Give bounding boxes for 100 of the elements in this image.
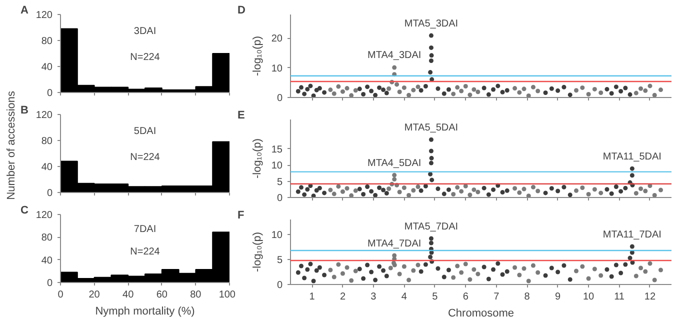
point — [296, 89, 300, 94]
point — [476, 90, 480, 94]
point — [406, 278, 412, 282]
point — [357, 86, 362, 92]
point — [446, 187, 451, 192]
point — [658, 88, 663, 92]
point — [436, 186, 440, 191]
point — [643, 269, 648, 274]
x-tick-label: 10 — [582, 292, 595, 302]
point — [526, 194, 531, 198]
point — [336, 184, 341, 189]
point — [423, 262, 428, 267]
y-tick-label: 5 — [276, 255, 283, 266]
point — [381, 88, 386, 92]
point — [442, 192, 446, 196]
point — [302, 192, 307, 197]
point — [618, 89, 624, 94]
point — [630, 173, 634, 178]
point — [344, 186, 350, 191]
point — [365, 84, 370, 90]
point — [522, 86, 526, 92]
point — [428, 148, 434, 154]
point — [317, 186, 322, 190]
point — [549, 266, 554, 270]
point — [446, 268, 451, 272]
x-tick-label: 60 — [156, 290, 168, 300]
point — [428, 33, 434, 38]
point — [369, 189, 374, 194]
x-tick-label: 9 — [555, 292, 562, 302]
point — [411, 188, 416, 193]
point — [428, 254, 433, 260]
point — [411, 268, 416, 273]
point — [459, 88, 464, 94]
y-tick-label: 40 — [41, 255, 53, 266]
point — [543, 273, 548, 278]
point — [586, 192, 591, 196]
point — [568, 277, 572, 282]
point — [442, 274, 446, 280]
point — [361, 276, 366, 281]
point — [486, 92, 491, 97]
chart-title: F — [238, 210, 244, 222]
point — [402, 85, 406, 90]
y-tick-label: 0 — [46, 88, 53, 99]
point — [322, 272, 327, 278]
point — [344, 265, 350, 270]
point — [308, 262, 313, 266]
point — [442, 91, 446, 96]
point — [648, 84, 652, 88]
y-tick-label: 120 — [36, 110, 53, 121]
point — [296, 270, 300, 275]
point — [598, 90, 604, 96]
point — [562, 263, 566, 268]
y-tick-label: 80 — [41, 36, 53, 47]
y-tick-label: 80 — [41, 136, 53, 147]
point — [459, 270, 464, 275]
point — [428, 45, 434, 50]
point — [512, 186, 518, 191]
point — [638, 266, 644, 270]
point — [397, 272, 402, 276]
point — [416, 84, 420, 90]
point — [392, 65, 397, 70]
chart-title: A — [20, 4, 28, 16]
point — [623, 86, 628, 90]
point — [609, 91, 614, 96]
point — [482, 186, 486, 190]
point — [386, 186, 392, 191]
point — [328, 268, 333, 272]
chart-title: E — [238, 110, 245, 122]
point — [472, 87, 476, 92]
point — [468, 192, 472, 198]
point — [416, 184, 420, 190]
point — [369, 270, 374, 274]
y-tick-label: 0 — [46, 278, 53, 289]
point — [618, 270, 624, 276]
point — [423, 84, 428, 88]
point — [317, 265, 322, 270]
point — [614, 262, 618, 268]
point — [652, 92, 657, 98]
point — [604, 267, 610, 272]
annotation: 7DAI — [134, 224, 156, 235]
point — [394, 82, 400, 87]
point — [302, 276, 307, 280]
point — [652, 192, 657, 198]
point — [384, 274, 389, 278]
point — [604, 86, 610, 92]
point — [628, 256, 632, 260]
point — [353, 188, 358, 193]
annotation: MTA11_7DAI — [602, 230, 662, 240]
point — [598, 273, 604, 278]
point — [353, 268, 358, 274]
point — [504, 88, 510, 93]
point — [377, 85, 382, 90]
point — [500, 90, 505, 94]
point — [328, 188, 333, 192]
x-tick-label: 3 — [370, 292, 377, 302]
point — [562, 184, 566, 190]
point — [568, 192, 572, 198]
point — [340, 89, 345, 94]
point — [373, 192, 378, 198]
point — [305, 267, 310, 272]
